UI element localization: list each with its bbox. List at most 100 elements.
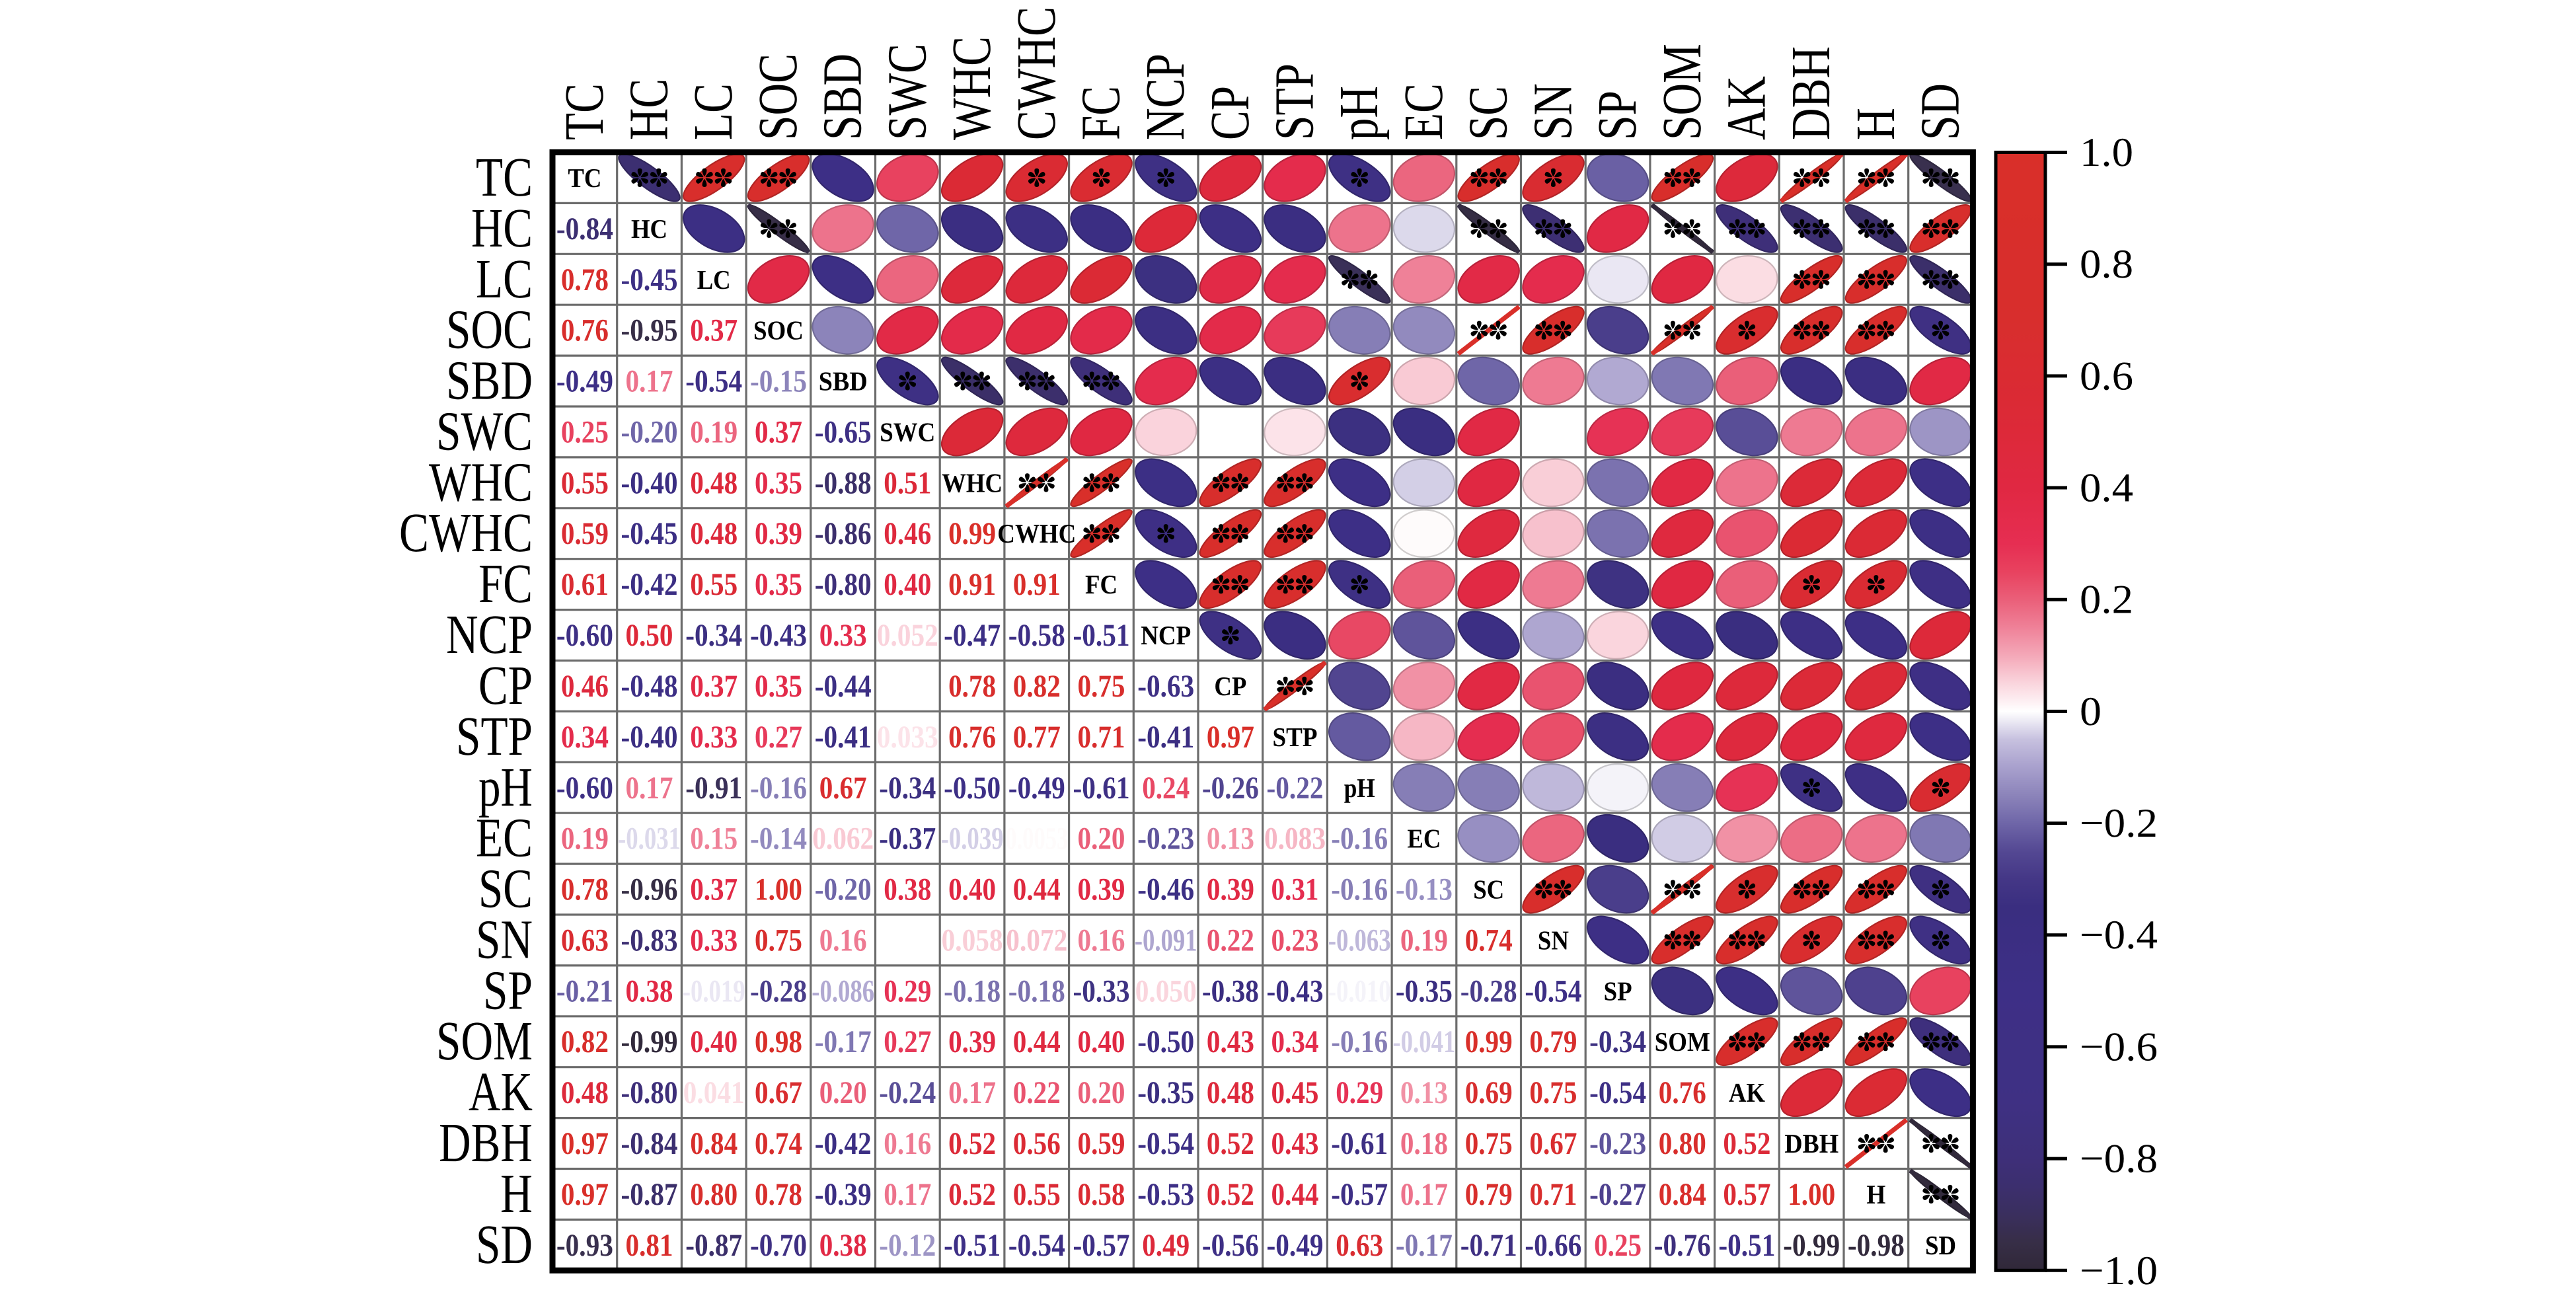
svg-text:LC: LC: [683, 83, 744, 140]
svg-text:-0.21: -0.21: [556, 973, 613, 1009]
svg-text:0.22: 0.22: [1207, 923, 1254, 958]
svg-text:SN: SN: [1538, 925, 1569, 956]
svg-text:-0.57: -0.57: [1331, 1177, 1388, 1212]
svg-text:-0.34: -0.34: [879, 771, 936, 806]
svg-text:SOC: SOC: [446, 299, 533, 361]
svg-text:0.97: 0.97: [561, 1177, 609, 1212]
svg-text:SOM: SOM: [1655, 1026, 1710, 1057]
svg-text:0.058: 0.058: [942, 923, 1003, 958]
svg-text:-0.49: -0.49: [556, 364, 613, 399]
svg-text:-0.42: -0.42: [815, 1126, 872, 1161]
svg-text:-0.40: -0.40: [621, 465, 678, 500]
svg-text:-0.96: -0.96: [621, 872, 678, 907]
svg-text:0.18: 0.18: [1400, 1126, 1448, 1161]
svg-text:0.19: 0.19: [690, 415, 738, 450]
svg-text:0.23: 0.23: [1271, 923, 1319, 958]
svg-text:-0.14: -0.14: [750, 821, 807, 857]
svg-text:-0.61: -0.61: [1331, 1126, 1388, 1161]
svg-text:-0.42: -0.42: [621, 567, 678, 602]
svg-text:-0.58: -0.58: [1008, 618, 1065, 653]
svg-text:0.44: 0.44: [1013, 872, 1061, 907]
svg-text:0.48: 0.48: [690, 516, 738, 551]
svg-text:WHC: WHC: [942, 467, 1003, 498]
svg-text:0.20: 0.20: [819, 1075, 867, 1110]
svg-text:HC: HC: [619, 79, 680, 140]
svg-text:-0.66: -0.66: [1525, 1228, 1581, 1263]
svg-text:0.63: 0.63: [1336, 1228, 1383, 1263]
svg-text:-0.45: -0.45: [621, 262, 678, 297]
svg-text:-0.80: -0.80: [815, 567, 872, 602]
svg-text:0.17: 0.17: [948, 1075, 996, 1110]
svg-text:0.4: 0.4: [2080, 466, 2133, 511]
svg-text:STP: STP: [456, 706, 533, 767]
svg-text:0.75: 0.75: [1078, 669, 1125, 704]
svg-text:-0.20: -0.20: [815, 872, 872, 907]
svg-text:-0.28: -0.28: [1460, 973, 1517, 1009]
svg-text:-0.48: -0.48: [621, 669, 678, 704]
svg-text:0.6: 0.6: [2080, 354, 2133, 399]
svg-text:0.8: 0.8: [2080, 242, 2133, 287]
svg-text:-0.53: -0.53: [1137, 1177, 1194, 1212]
svg-text:CP: CP: [1199, 86, 1261, 140]
svg-text:0.75: 0.75: [1465, 1126, 1513, 1161]
svg-text:0.2: 0.2: [2080, 578, 2133, 623]
svg-text:0.35: 0.35: [755, 669, 802, 704]
svg-text:SOC: SOC: [747, 54, 809, 140]
svg-text:-0.87: -0.87: [621, 1177, 678, 1212]
svg-text:0.52: 0.52: [948, 1177, 996, 1212]
svg-text:0.74: 0.74: [1465, 923, 1513, 958]
svg-text:SWC: SWC: [436, 401, 533, 463]
svg-text:0.20: 0.20: [1078, 1075, 1125, 1110]
svg-text:HC: HC: [631, 213, 667, 244]
svg-text:-0.45: -0.45: [621, 516, 678, 551]
svg-text:HC: HC: [471, 198, 533, 259]
svg-text:0.43: 0.43: [1207, 1024, 1254, 1059]
svg-text:0.13: 0.13: [1207, 821, 1254, 857]
svg-text:0.76: 0.76: [561, 313, 609, 348]
svg-text:0.78: 0.78: [755, 1177, 802, 1212]
svg-text:-0.88: -0.88: [815, 465, 872, 500]
svg-text:-0.91: -0.91: [685, 771, 742, 806]
svg-text:1.00: 1.00: [1788, 1177, 1835, 1212]
svg-text:-0.019: -0.019: [683, 973, 745, 1009]
svg-text:0.44: 0.44: [1013, 1024, 1061, 1059]
svg-text:0.52: 0.52: [1207, 1126, 1254, 1161]
svg-text:0.76: 0.76: [948, 720, 996, 755]
svg-text:-0.091: -0.091: [1135, 923, 1197, 958]
svg-text:0.46: 0.46: [884, 516, 931, 551]
svg-text:0.51: 0.51: [884, 465, 931, 500]
svg-text:-0.26: -0.26: [1202, 771, 1259, 806]
svg-text:-0.71: -0.71: [1460, 1228, 1517, 1263]
svg-text:0.76: 0.76: [1659, 1075, 1706, 1110]
svg-text:pH: pH: [1344, 773, 1375, 803]
svg-text:0.16: 0.16: [884, 1126, 931, 1161]
svg-text:-0.99: -0.99: [621, 1024, 678, 1059]
svg-text:-0.39: -0.39: [815, 1177, 872, 1212]
svg-text:0.84: 0.84: [1659, 1177, 1706, 1212]
svg-text:FC: FC: [478, 553, 533, 615]
svg-text:-0.16: -0.16: [1331, 1024, 1388, 1059]
svg-text:0.55: 0.55: [690, 567, 738, 602]
svg-text:SBD: SBD: [446, 350, 533, 412]
svg-text:TC: TC: [476, 147, 533, 208]
svg-text:0.17: 0.17: [884, 1177, 931, 1212]
svg-text:-0.49: -0.49: [1267, 1228, 1324, 1263]
svg-text:-0.16: -0.16: [750, 771, 807, 806]
svg-text:-0.18: -0.18: [944, 973, 1001, 1009]
svg-text:−1.0: −1.0: [2080, 1248, 2158, 1293]
svg-text:-0.60: -0.60: [556, 771, 613, 806]
svg-text:0.82: 0.82: [1013, 669, 1061, 704]
svg-text:0.91: 0.91: [948, 567, 996, 602]
svg-text:H: H: [1866, 1179, 1885, 1209]
svg-text:0.20: 0.20: [1078, 821, 1125, 857]
svg-text:0.45: 0.45: [1271, 1075, 1319, 1110]
svg-text:0.44: 0.44: [1271, 1177, 1319, 1212]
svg-text:AK: AK: [1729, 1077, 1765, 1108]
svg-text:0.25: 0.25: [561, 415, 609, 450]
svg-text:-0.98: -0.98: [1848, 1228, 1905, 1263]
svg-text:0.33: 0.33: [819, 618, 867, 653]
svg-text:SBD: SBD: [812, 54, 874, 140]
svg-text:TC: TC: [554, 83, 615, 140]
svg-text:EC: EC: [1393, 83, 1455, 140]
svg-text:-0.063: -0.063: [1328, 923, 1391, 958]
